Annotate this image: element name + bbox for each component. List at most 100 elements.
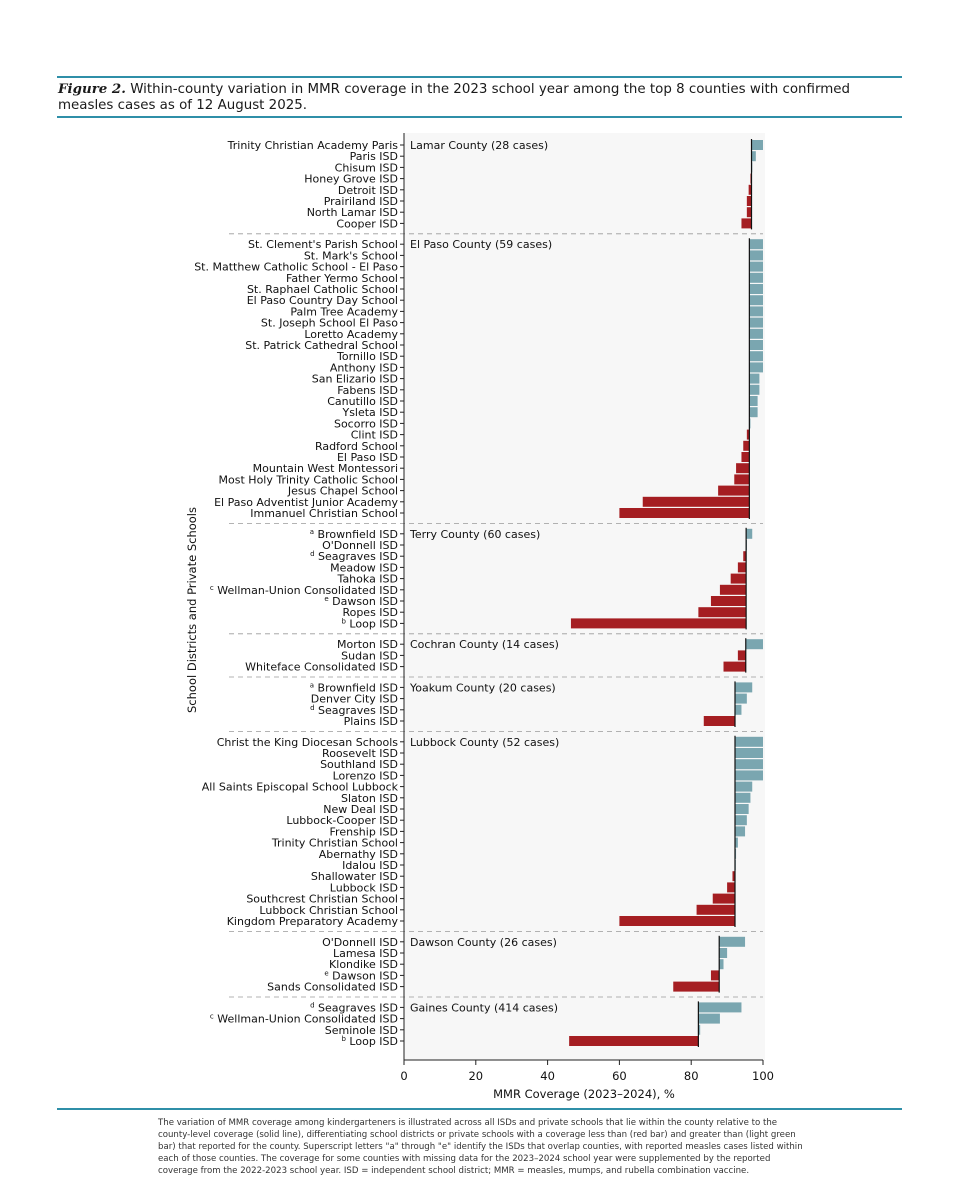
bar-1-2 [749,261,763,272]
bar-6-2 [719,959,724,970]
bar-3-2 [723,661,746,672]
row-label: Klondike ISD [329,958,398,971]
bar-1-15 [749,407,758,418]
row-label: San Elizario ISD [312,373,398,386]
bar-1-8 [749,328,763,339]
bar-0-6 [746,207,752,218]
row-label: Chisum ISD [335,161,398,174]
row-label: Southland ISD [320,758,398,771]
row-label-superscript: d [310,550,314,558]
row-label: d Seagraves ISD [310,704,398,717]
bar-1-3 [749,272,763,283]
row-label-text: Seagraves ISD [315,550,398,563]
bar-1-21 [734,474,750,485]
row-label: El Paso Adventist Junior Academy [214,496,398,509]
bar-2-4 [730,573,747,584]
row-label: Frenship ISD [330,825,398,838]
x-tick-label: 60 [612,1069,627,1083]
bar-0-7 [741,218,752,229]
row-label: Anthony ISD [330,361,398,374]
bar-6-1 [719,948,728,958]
bar-4-1 [734,693,747,704]
bar-1-20 [736,463,750,474]
bar-0-4 [748,184,752,195]
bar-2-5 [719,584,747,595]
row-label: Lubbock Christian School [259,904,398,917]
bar-4-2 [734,704,742,715]
row-label: Fabens ISD [337,384,398,397]
row-label: St. Matthew Catholic School - El Paso [194,261,398,274]
row-label-superscript: b [341,1035,346,1043]
bar-5-1 [734,748,763,758]
bar-3-1 [737,650,746,661]
x-axis-title: MMR Coverage (2023–2024), % [493,1087,675,1101]
row-label: Tahoka ISD [337,573,398,586]
bar-5-14 [712,893,735,904]
row-label: Idalou ISD [342,859,398,872]
x-tick-label: 20 [468,1069,483,1083]
row-label: El Paso Country Day School [247,294,398,307]
county-label-0: Lamar County (28 cases) [410,139,548,152]
bar-5-6 [734,804,749,814]
row-label: Radford School [315,440,398,453]
row-label-text: Dawson ISD [329,969,398,982]
bar-5-16 [619,916,735,926]
row-label: All Saints Episcopal School Lubbock [202,781,399,794]
bar-1-4 [749,284,763,294]
row-label: O'Donnell ISD [322,936,398,949]
row-label: Cooper ISD [336,217,398,230]
row-label: Sands Consolidated ISD [267,981,398,994]
county-label-6: Dawson County (26 cases) [410,936,557,949]
bar-1-6 [749,306,763,317]
row-label: Morton ISD [337,638,398,651]
row-label: c Wellman-Union Consolidated ISD [210,1013,398,1026]
x-tick-label: 80 [684,1069,699,1083]
row-label: Shallowater ISD [311,870,398,883]
bar-1-1 [749,250,763,261]
bar-1-13 [749,384,760,395]
row-label: Plains ISD [344,715,398,728]
bar-5-7 [734,815,747,826]
row-label: b Loop ISD [341,617,398,630]
bar-1-22 [718,485,750,496]
bar-5-15 [696,904,735,915]
row-label: Canutillo ISD [327,395,398,408]
row-label-text: Wellman-Union Consolidated ISD [214,1013,398,1026]
figure-caption: Figure 2. Within-county variation in MMR… [58,81,903,114]
row-label: Prairiland ISD [324,195,398,208]
bar-1-24 [619,508,750,518]
bar-5-12 [732,871,735,882]
row-label-superscript: b [341,617,346,625]
county-label-3: Cochran County (14 cases) [410,638,559,651]
figure-label: Figure 2. [58,81,126,97]
bar-1-12 [749,373,760,384]
bar-0-5 [746,196,752,206]
x-tick-label: 40 [540,1069,555,1083]
bar-6-4 [673,981,720,992]
row-label: Clint ISD [351,429,398,442]
row-label: Tornillo ISD [336,350,398,363]
x-tick-label: 0 [400,1069,407,1083]
row-label-superscript: c [210,584,214,592]
bar-1-17 [746,429,750,440]
row-label: St. Clement's Parish School [248,238,398,251]
county-coverage-lines [697,139,753,1047]
row-label: Trinity Christian Academy Paris [227,139,399,152]
row-label: Ropes ISD [342,606,398,619]
bar-5-5 [734,792,751,803]
county-label-5: Lubbock County (52 cases) [410,736,559,749]
row-label: Sudan ISD [341,649,398,662]
row-label: Meadow ISD [330,561,398,574]
bar-2-8 [570,618,747,629]
bar-6-0 [719,936,746,947]
row-label: Mountain West Montessori [253,462,398,475]
row-label: Immanuel Christian School [250,507,398,520]
bar-7-1 [698,1013,720,1024]
bar-1-23 [642,496,750,507]
row-label: Lorenzo ISD [333,769,398,782]
bar-2-2 [743,551,747,562]
bar-5-4 [734,781,753,792]
bar-5-2 [734,759,763,770]
county-label-4: Yoakum County (20 cases) [409,681,556,694]
